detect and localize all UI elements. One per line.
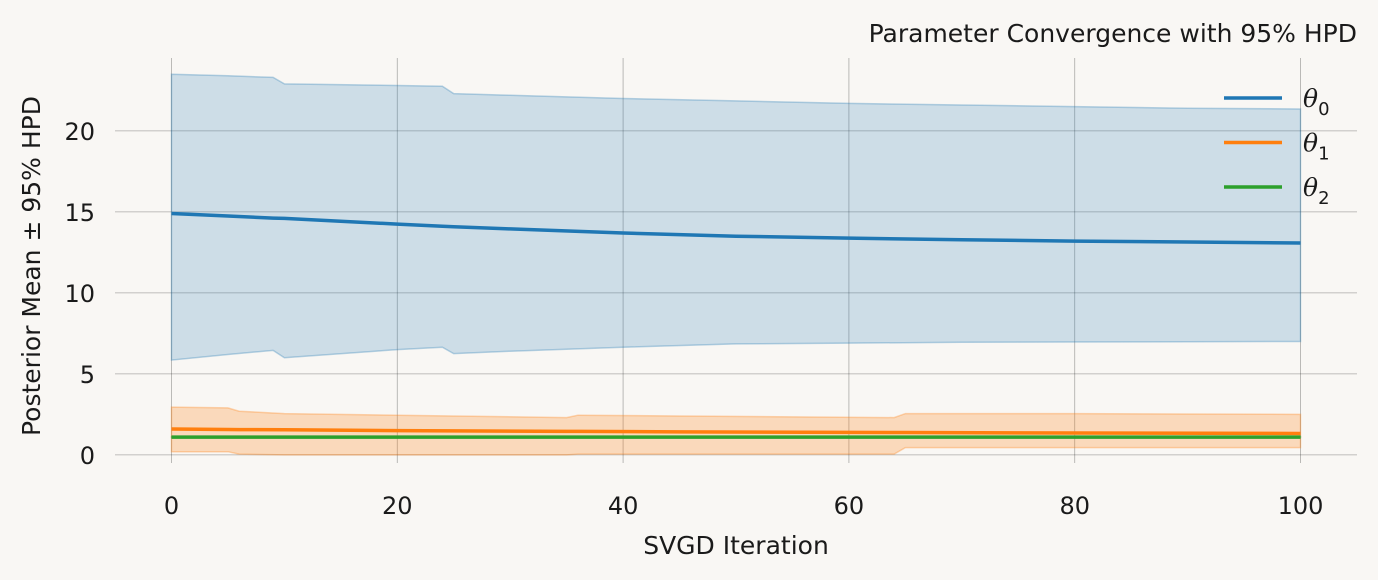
hpd-bands [170, 73, 1302, 456]
legend-label-theta0: θ0 [1303, 84, 1330, 120]
grid [115, 58, 1357, 463]
x-tick-label: 80 [1059, 492, 1090, 520]
series-lines [171, 211, 1301, 439]
x-tick-label: 20 [382, 492, 413, 520]
legend-label-theta2: θ2 [1303, 173, 1330, 209]
y-tick-labels: 0 5 10 15 20 [64, 118, 95, 470]
y-axis-label: Posterior Mean ± 95% HPD [17, 96, 46, 436]
x-tick-label: 0 [164, 492, 179, 520]
y-tick-label: 15 [64, 199, 95, 227]
x-axis-label: SVGD Iteration [643, 531, 829, 560]
legend-label-theta1: θ1 [1303, 129, 1330, 165]
y-tick-label: 10 [64, 280, 95, 308]
y-tick-label: 5 [80, 361, 95, 389]
legend: θ0 θ1 θ2 [1224, 84, 1330, 209]
series-line-theta1 [171, 427, 1301, 436]
x-tick-labels: 0 20 40 60 80 100 [164, 492, 1324, 520]
x-tick-label: 40 [608, 492, 639, 520]
x-tick-label: 60 [834, 492, 865, 520]
y-tick-label: 20 [64, 118, 95, 146]
y-tick-label: 0 [80, 442, 95, 470]
x-tick-label: 100 [1278, 492, 1324, 520]
chart-title: Parameter Convergence with 95% HPD [869, 19, 1357, 48]
hpd-band-theta0 [170, 73, 1302, 361]
series-line-theta0 [171, 211, 1301, 245]
